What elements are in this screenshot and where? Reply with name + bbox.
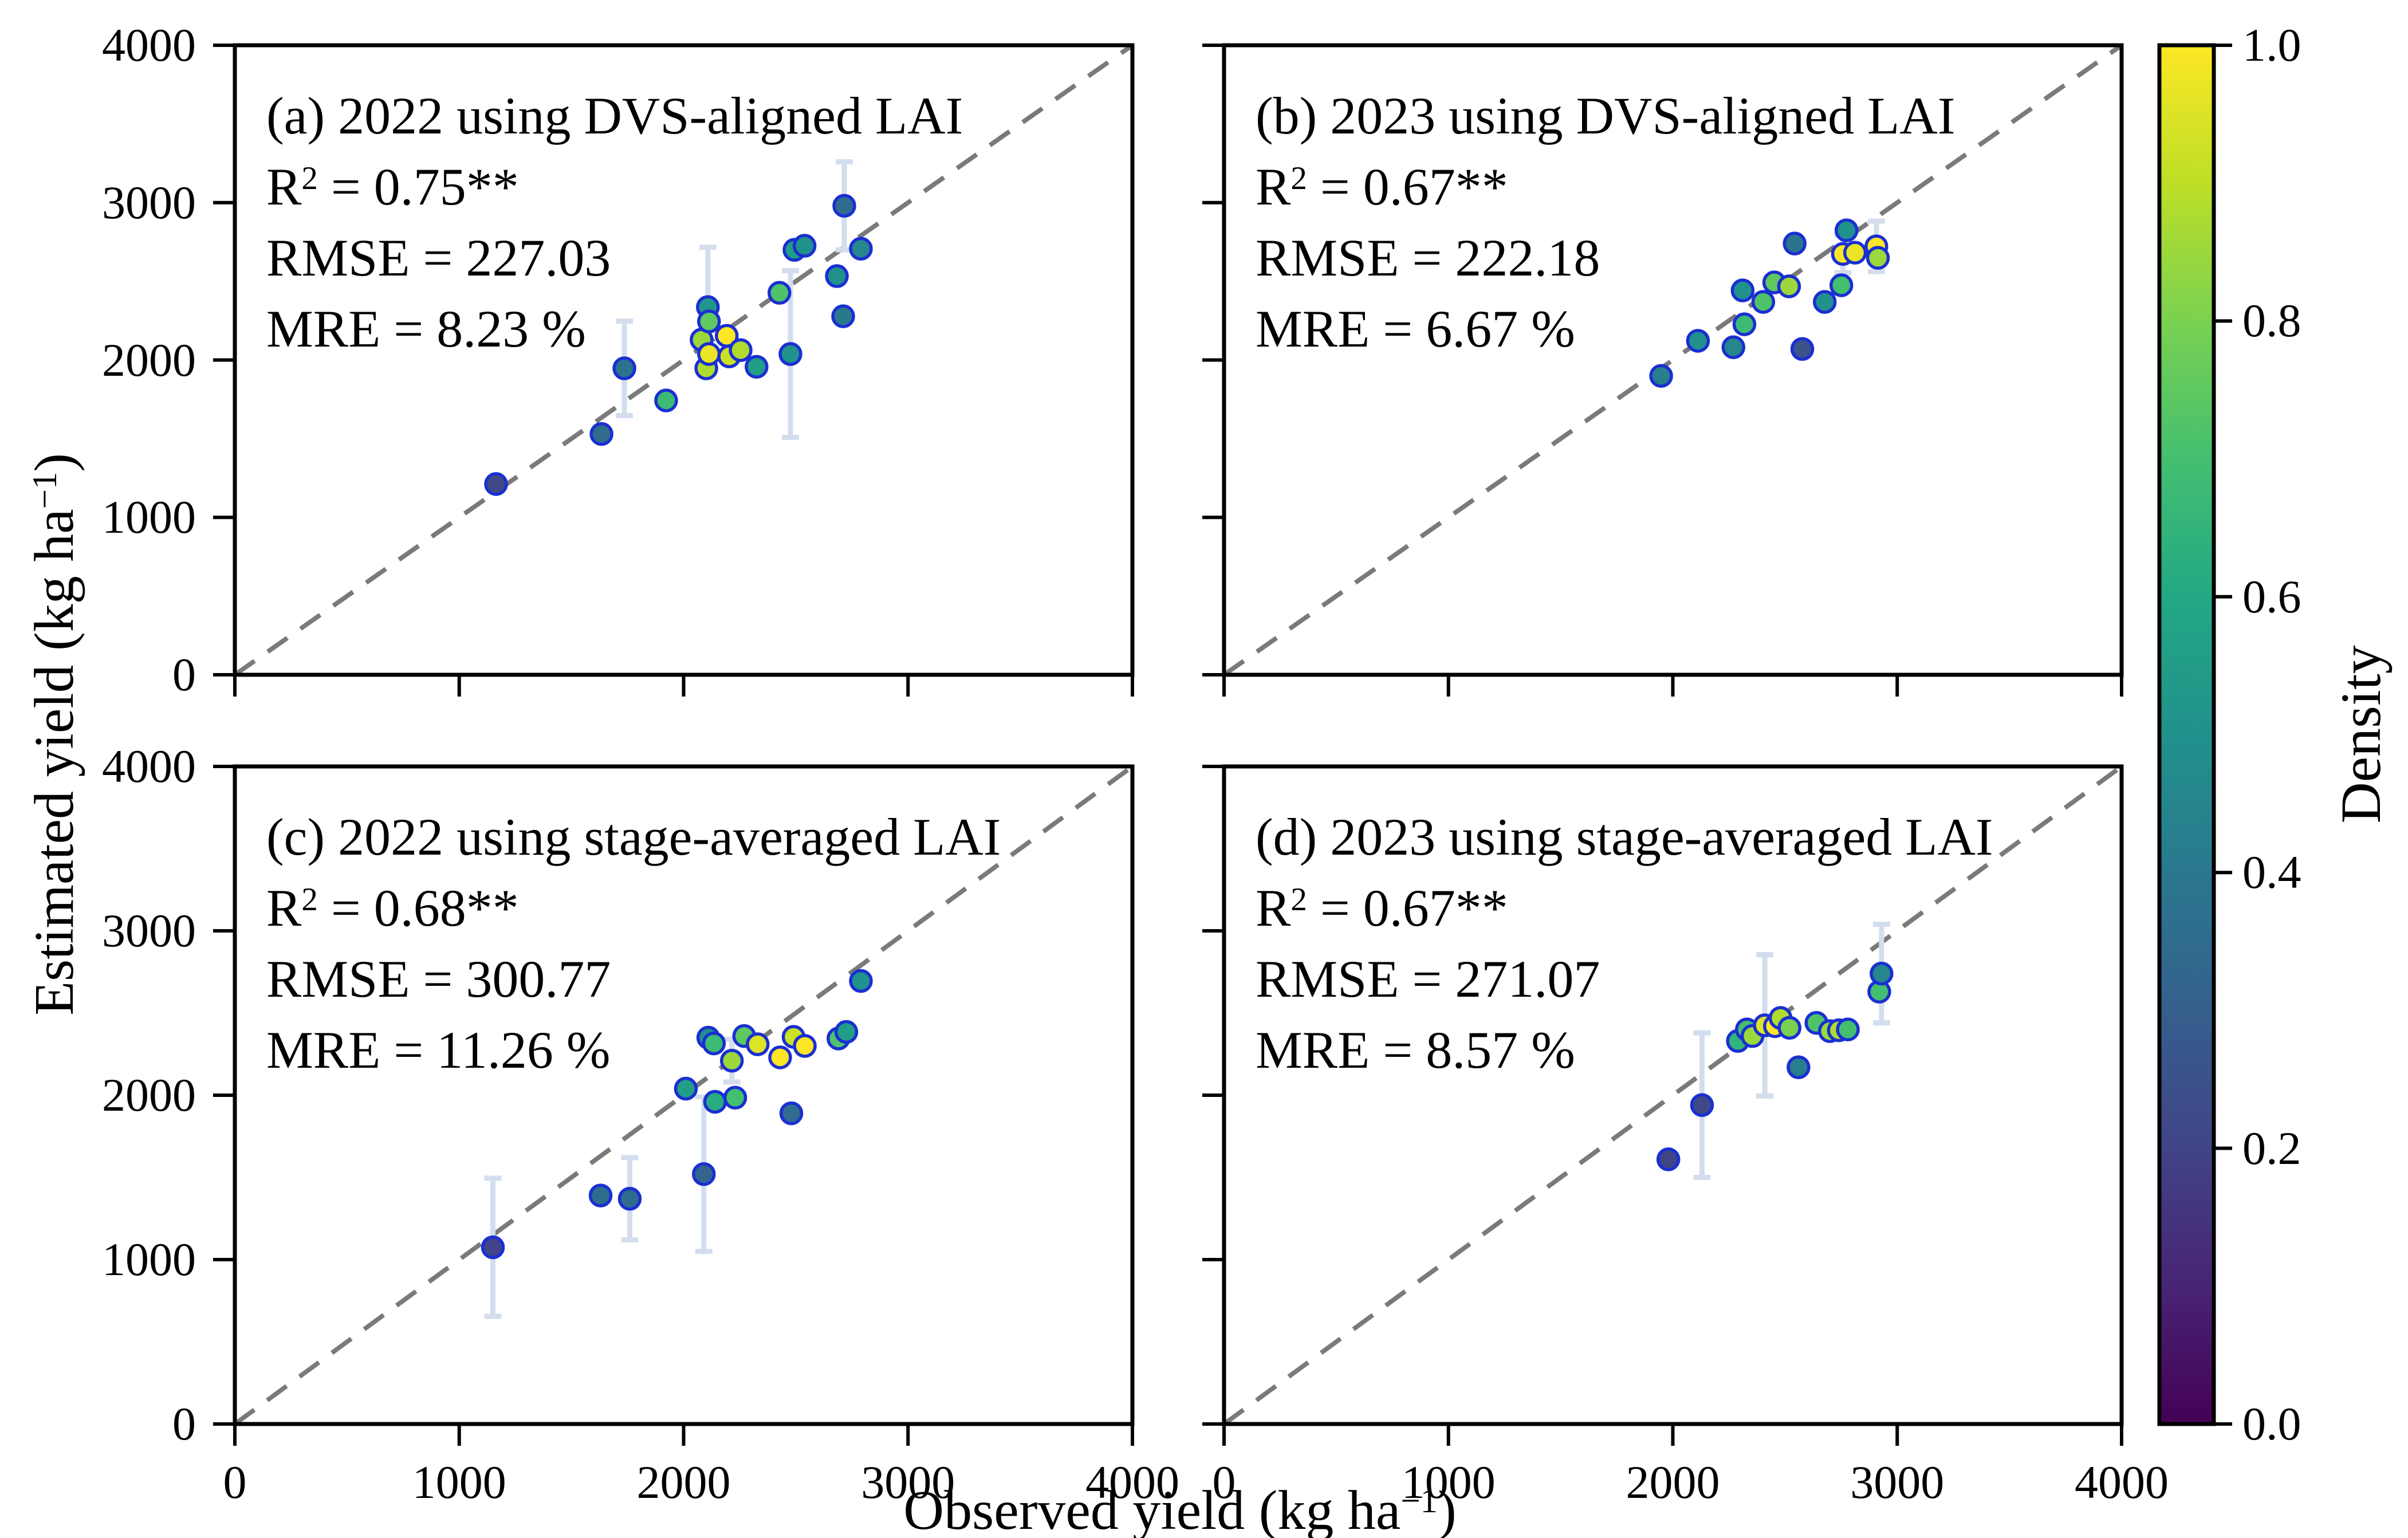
data-point <box>793 1034 817 1058</box>
data-point <box>1686 329 1710 353</box>
data-point <box>1690 1093 1714 1117</box>
data-point <box>703 1089 727 1114</box>
data-point <box>589 422 613 446</box>
data-point <box>1829 273 1854 297</box>
data-point <box>1843 241 1867 265</box>
data-point <box>481 1235 505 1260</box>
data-point <box>825 264 849 288</box>
colorbar-gradient <box>2159 45 2214 1424</box>
data-point <box>768 1045 792 1069</box>
panel-d <box>1202 764 2124 1446</box>
data-point <box>745 355 769 379</box>
panel-c <box>213 764 1135 1446</box>
data-point <box>588 1183 613 1207</box>
data-point <box>1783 231 1807 255</box>
data-point <box>1730 278 1755 302</box>
data-point <box>1790 337 1815 361</box>
data-point <box>831 304 855 328</box>
data-point <box>779 1101 804 1126</box>
one-to-one-dashed-line <box>1222 764 2123 1426</box>
data-point <box>702 1031 726 1056</box>
data-point <box>746 1032 770 1056</box>
data-point <box>1649 364 1673 388</box>
data-point <box>1787 1055 1811 1079</box>
data-point <box>1751 290 1776 314</box>
data-point <box>719 1048 744 1073</box>
data-point <box>1812 290 1837 314</box>
one-to-one-dashed-line <box>233 764 1134 1426</box>
data-point <box>792 234 817 258</box>
data-point <box>1777 1016 1801 1040</box>
one-to-one-dashed-line <box>1222 43 2123 677</box>
data-point <box>849 237 873 261</box>
panel-a <box>213 43 1135 697</box>
data-point <box>1866 246 1890 270</box>
data-point <box>1870 961 1894 986</box>
data-point <box>697 342 721 366</box>
data-point <box>1721 335 1746 359</box>
colorbar <box>2157 43 2232 1426</box>
data-point <box>778 342 802 366</box>
data-point <box>832 194 856 218</box>
data-point <box>723 1085 747 1110</box>
panel-b <box>1202 43 2124 697</box>
data-point <box>1834 218 1859 242</box>
one-to-one-dashed-line <box>233 43 1134 677</box>
data-point <box>1836 1017 1860 1041</box>
data-point <box>484 472 508 496</box>
data-point <box>612 356 636 380</box>
data-point <box>729 338 753 362</box>
data-point <box>1777 274 1801 298</box>
data-point <box>768 281 792 305</box>
data-point <box>674 1076 698 1101</box>
data-point <box>692 1162 716 1186</box>
data-point <box>849 969 873 993</box>
data-point <box>697 309 721 333</box>
data-point <box>617 1187 642 1211</box>
data-point <box>834 1020 859 1044</box>
data-point <box>1732 312 1757 336</box>
data-point <box>1656 1147 1681 1171</box>
data-point <box>654 388 678 412</box>
colorbar-border <box>2157 43 2216 1426</box>
